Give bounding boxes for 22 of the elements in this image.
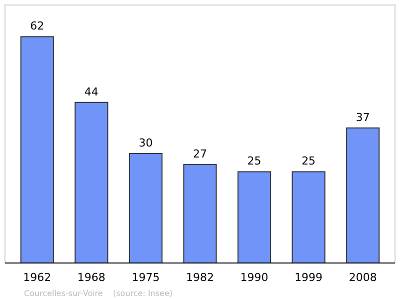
x-tick-label: 1968 — [77, 271, 106, 284]
x-tick-label: 1990 — [240, 271, 268, 284]
data-label: 27 — [193, 147, 207, 160]
data-label: 37 — [356, 110, 370, 124]
data-label: 62 — [30, 20, 44, 33]
text: Courcelles-sur-Voire (source: Insee) — [24, 289, 173, 298]
bar — [346, 127, 380, 264]
x-tick-label: 1975 — [132, 271, 160, 284]
data-label: 44 — [84, 85, 98, 98]
bar — [238, 171, 272, 264]
x-tick-label: 1962 — [23, 271, 52, 284]
bar — [74, 102, 108, 264]
x-tick-label: 1999 — [294, 271, 323, 284]
data-label: 25 — [302, 154, 316, 168]
bar — [292, 171, 326, 264]
x-tick-label: 2008 — [348, 271, 377, 284]
data-label: 25 — [247, 154, 262, 168]
bar — [183, 164, 217, 264]
x-tick-label: 1982 — [186, 271, 214, 284]
bar — [128, 152, 162, 264]
data-label: 30 — [138, 136, 153, 150]
bar — [20, 36, 54, 264]
